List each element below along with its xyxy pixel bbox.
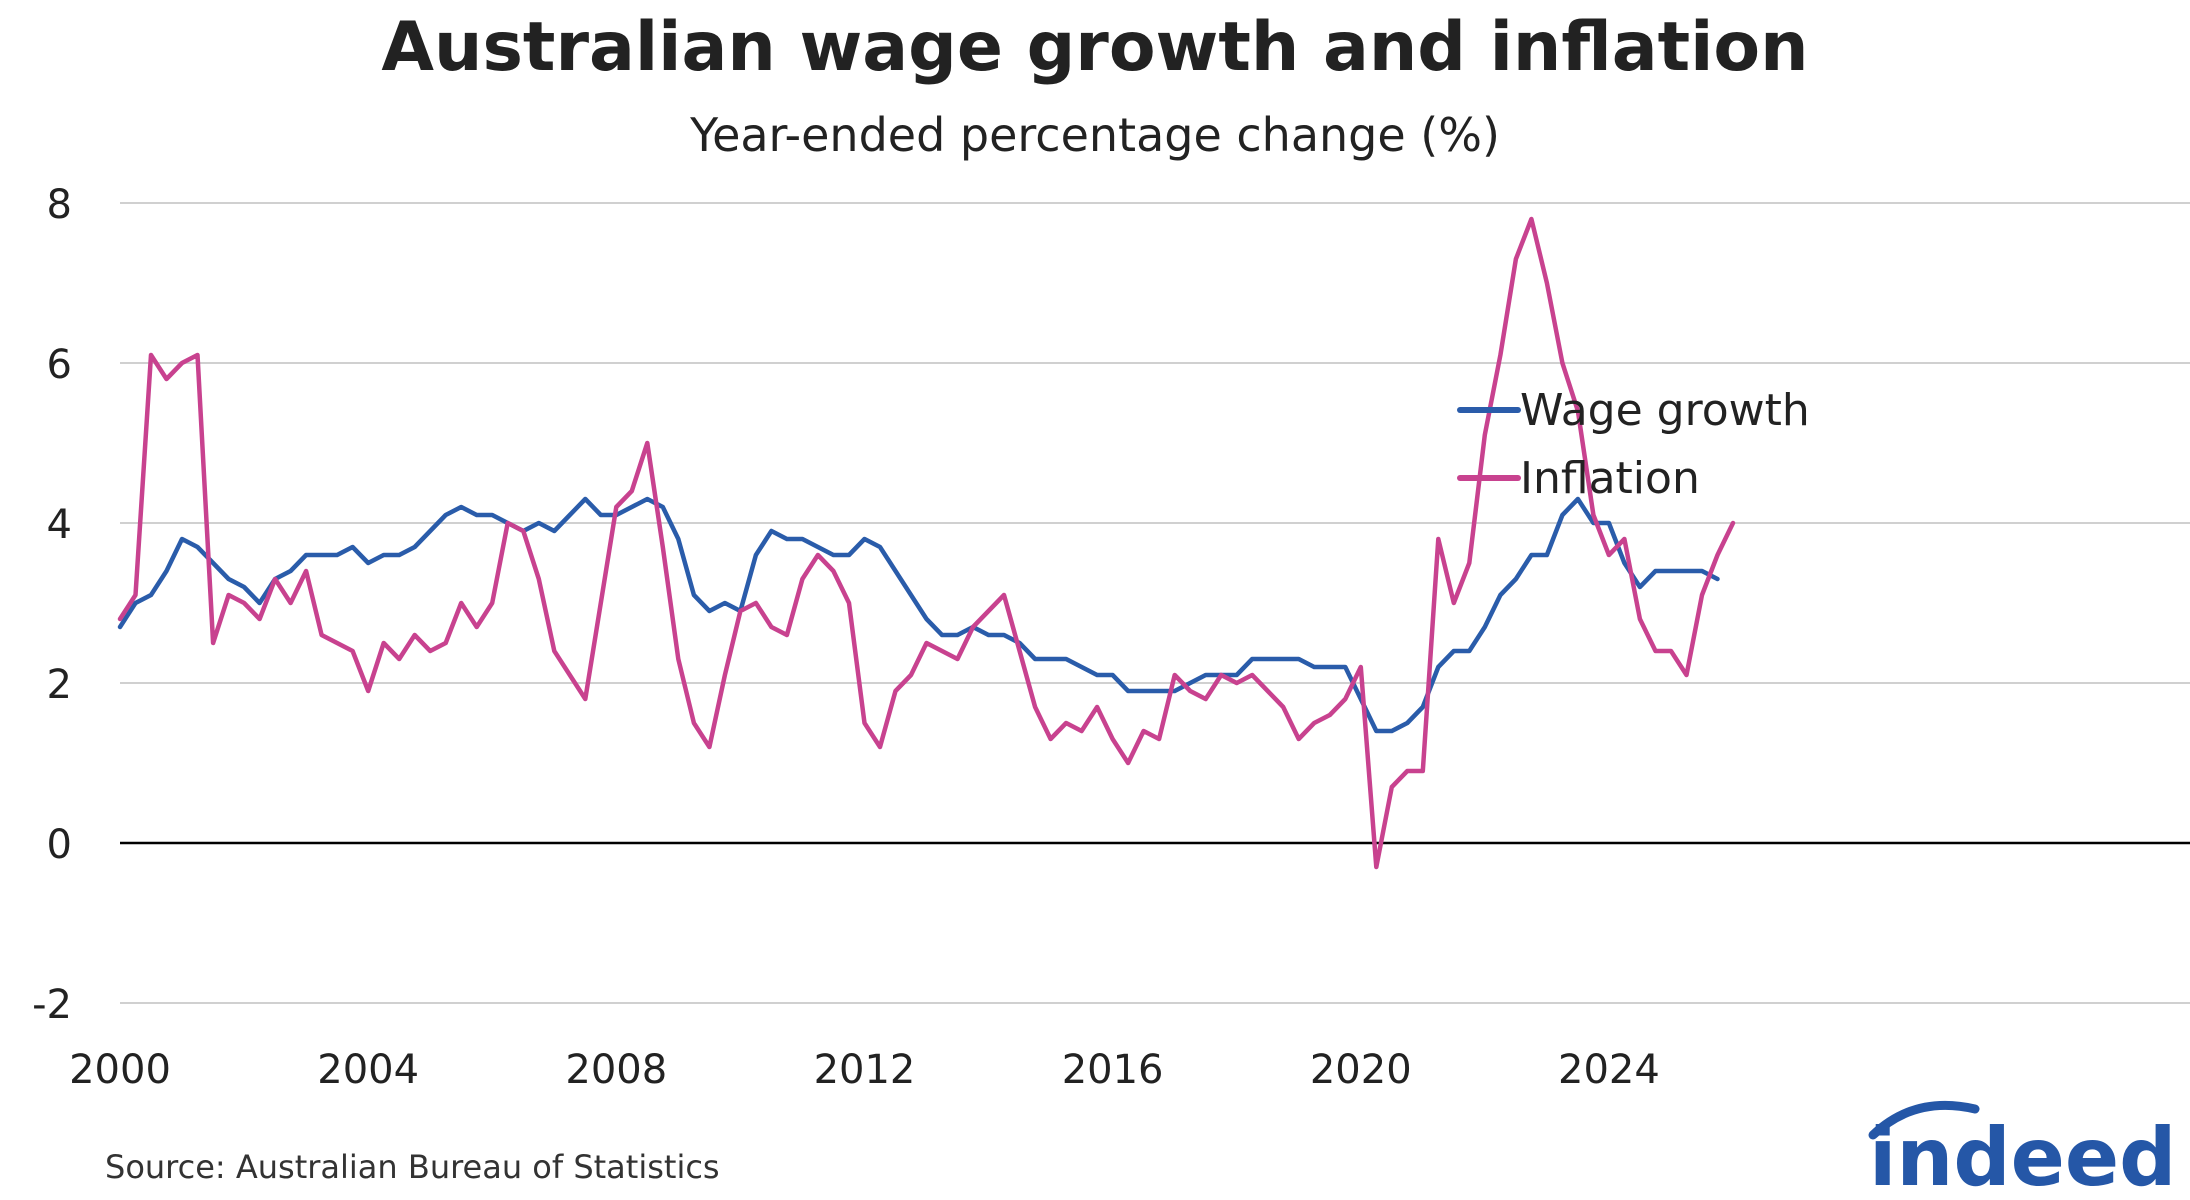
legend: Wage growth Inflation xyxy=(1457,385,1810,504)
x-tick-label: 2020 xyxy=(1310,1047,1412,1093)
legend-label: Inflation xyxy=(1520,453,1700,504)
logo-wordmark: indeed xyxy=(1869,1111,2176,1195)
x-tick-label: 2024 xyxy=(1558,1047,1660,1093)
y-tick-label: 8 xyxy=(47,182,72,228)
series-line-inflation xyxy=(117,216,1736,870)
indeed-logo: indeed xyxy=(1868,1100,2176,1195)
x-tick-label: 2016 xyxy=(1062,1047,1164,1093)
x-tick-label: 2008 xyxy=(565,1047,667,1093)
chart-subtitle: Year-ended percentage change (%) xyxy=(690,108,1500,162)
x-tick-label: 2004 xyxy=(317,1047,419,1093)
source-note: Source: Australian Bureau of Statistics xyxy=(105,1148,720,1186)
y-tick-label: 0 xyxy=(47,822,72,868)
gridlines xyxy=(120,202,2190,1004)
y-tick-label: -2 xyxy=(32,982,72,1028)
x-tick-label: 2000 xyxy=(69,1047,171,1093)
series-line-wage-growth xyxy=(117,496,1720,734)
axis-labels: -2 0 2 4 6 8 2000 2004 2008 2012 2016 2020 2024 xyxy=(32,182,1660,1093)
legend-label: Wage growth xyxy=(1520,385,1810,436)
y-tick-label: 6 xyxy=(47,342,72,388)
series-lines xyxy=(117,216,1736,870)
y-tick-label: 2 xyxy=(47,662,72,708)
y-tick-label: 4 xyxy=(47,502,72,548)
x-tick-label: 2012 xyxy=(814,1047,916,1093)
logo-arc xyxy=(1868,1100,1980,1140)
chart-title: Australian wage growth and inflation xyxy=(381,8,1809,87)
